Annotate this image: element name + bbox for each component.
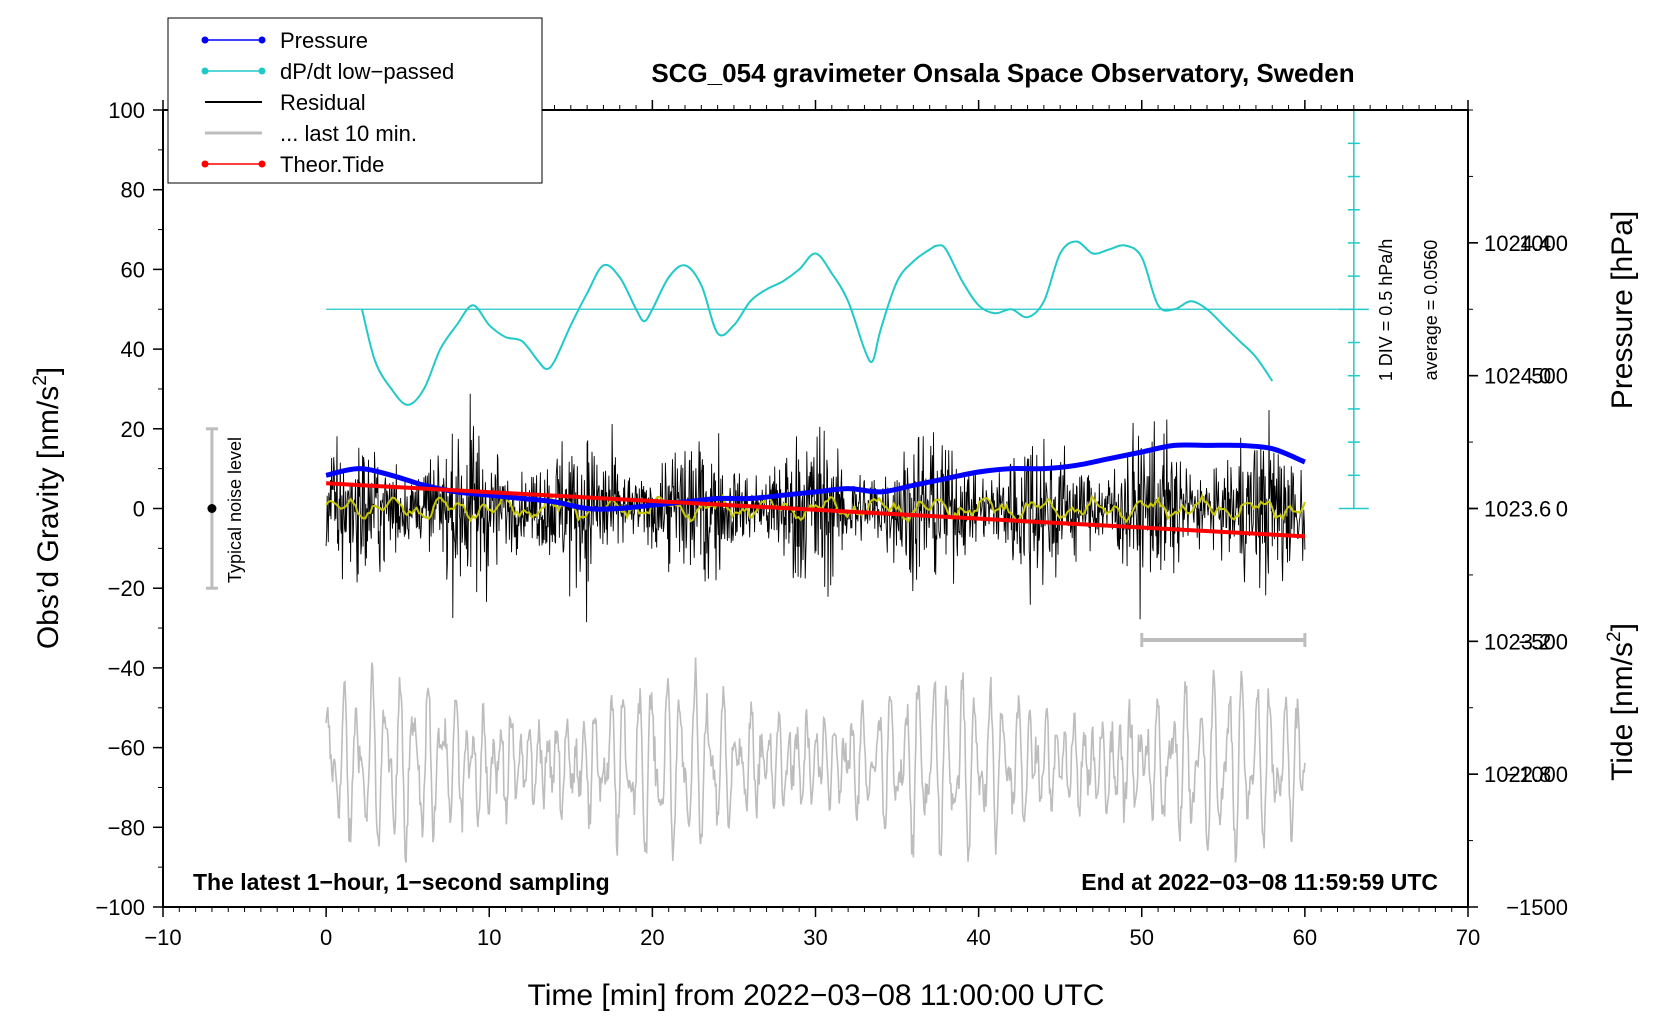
legend-marker-start-dpdt	[201, 67, 209, 75]
noise-level-label: Typical noise level	[225, 437, 245, 583]
x-tick-label: 10	[477, 925, 501, 950]
series-smoothed-residual-line	[325, 493, 1306, 524]
legend-marker-start-pressure	[201, 36, 209, 44]
y-axis-title-tide-sup: 2	[1604, 631, 1625, 642]
y-tick-label-left: −100	[95, 895, 145, 920]
y-tick-label-left: −80	[108, 815, 145, 840]
annotation-end-time: End at 2022−03−08 11:59:59 UTC	[1081, 869, 1438, 895]
y-tick-label-pressure: 1024.0	[1484, 364, 1551, 389]
y-tick-label-tide: 1000	[1519, 231, 1568, 256]
x-tick-label: −10	[144, 925, 181, 950]
series-theor-tide-line	[325, 481, 1306, 539]
y-axis-title-tide-main: Tide [nm/s	[1606, 642, 1639, 781]
x-tick-label: 30	[803, 925, 827, 950]
y-tick-label-left: −20	[108, 576, 145, 601]
x-tick-label: 20	[640, 925, 664, 950]
series-pressure-line	[325, 442, 1306, 512]
legend: Pressure dP/dt low−passed Residual ... last…	[167, 17, 543, 184]
y-axis-title-tide: Tide [nm/s2]	[1604, 623, 1639, 781]
legend-marker-end-tide	[258, 160, 266, 168]
series-dpdt-line	[361, 240, 1274, 406]
y-axis-title-left-sup: 2	[30, 375, 51, 386]
x-tick-label: 50	[1130, 925, 1154, 950]
y-tick-label-tide: −500	[1518, 629, 1568, 654]
y-axis-title-left: Obs’d Gravity [nm/s2]	[30, 367, 65, 649]
y-tick-label-tide: −1500	[1506, 895, 1568, 920]
series-last-10-min-line	[325, 657, 1306, 863]
legend-marker-end-dpdt	[258, 67, 266, 75]
y-tick-label-left: −60	[108, 736, 145, 761]
legend-label-dpdt: dP/dt low−passed	[280, 59, 454, 84]
x-tick-label: 40	[966, 925, 990, 950]
y-axis-title-pressure: Pressure [hPa]	[1606, 211, 1639, 409]
y-tick-label-left: 0	[133, 497, 145, 522]
legend-label-residual: Residual	[280, 90, 366, 115]
y-tick-label-tide: −1000	[1506, 762, 1568, 787]
y-tick-label-pressure: 1023.6	[1484, 497, 1551, 522]
legend-box	[167, 17, 543, 184]
y-tick-label-tide: 500	[1531, 364, 1568, 389]
x-tick-label: 60	[1293, 925, 1317, 950]
x-tick-label: 70	[1456, 925, 1480, 950]
y-tick-label-pressure: 1024.4	[1484, 231, 1551, 256]
legend-label-pressure: Pressure	[280, 28, 368, 53]
dpdt-average-label: average = 0.0560	[1421, 240, 1441, 381]
chart-title: SCG_054 gravimeter Onsala Space Observat…	[651, 58, 1354, 88]
series-layer	[205, 109, 1369, 863]
y-tick-label-left: 20	[121, 417, 145, 442]
legend-label-tide: Theor.Tide	[280, 152, 384, 177]
y-axis-title-left-end: ]	[32, 367, 65, 375]
x-tick-label: 0	[320, 925, 332, 950]
y-tick-label-pressure: 1022.8	[1484, 762, 1551, 787]
y-tick-label-left: 60	[121, 257, 145, 282]
y-axis-title-tide-end: ]	[1606, 623, 1639, 631]
legend-label-last10: ... last 10 min.	[280, 121, 417, 146]
legend-marker-end-pressure	[258, 36, 266, 44]
axes-layer: −10 0 10 20 30 40 50 60 70100806040200−20−40−60−…	[95, 98, 1568, 950]
y-axis-title-left-main: Obs’d Gravity [nm/s	[32, 386, 65, 649]
series-residual-line	[325, 393, 1306, 623]
y-tick-label-left: 100	[108, 98, 145, 123]
y-tick-label-left: −40	[108, 656, 145, 681]
y-tick-label-left: 80	[121, 178, 145, 203]
noise-bar-dot	[207, 504, 217, 513]
x-axis-title: Time [min] from 2022−03−08 11:00:00 UTC	[528, 979, 1105, 1012]
annotation-sampling: The latest 1−hour, 1−second sampling	[193, 869, 610, 895]
dpdt-div-label: 1 DIV = 0.5 hPa/h	[1376, 239, 1396, 382]
y-tick-label-tide: 0	[1556, 497, 1568, 522]
y-tick-label-left: 40	[121, 337, 145, 362]
y-tick-label-pressure: 1023.2	[1484, 629, 1551, 654]
legend-marker-start-tide	[201, 160, 209, 168]
